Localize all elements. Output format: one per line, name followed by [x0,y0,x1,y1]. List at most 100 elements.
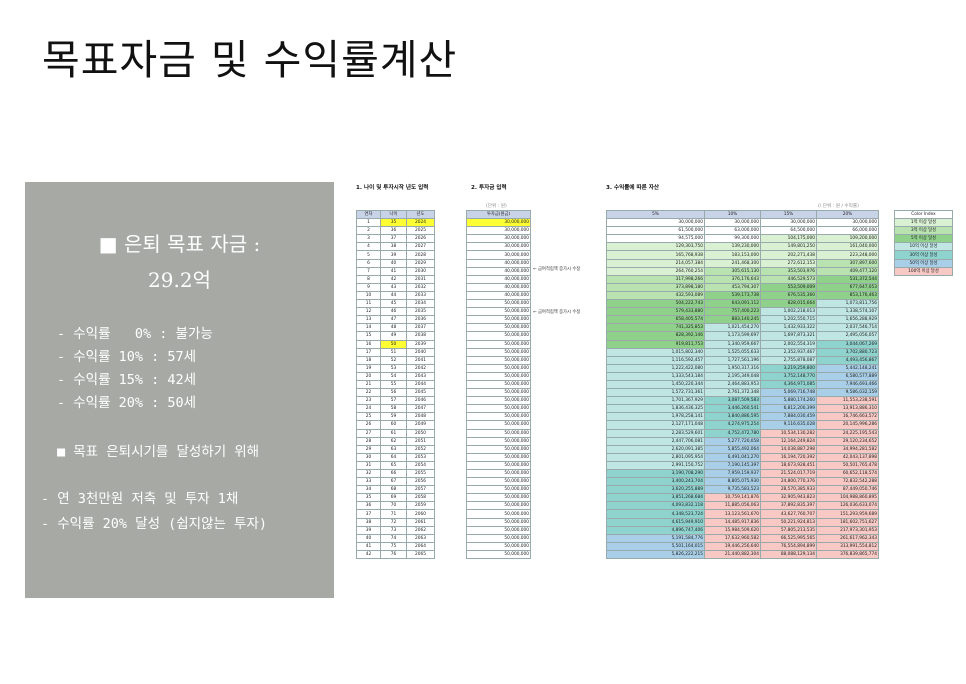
table-row: 4,093,832,118 11,885,056,063 37,892,835,39… [606,501,879,511]
investment-cell[interactable]: 50,000,000 [466,541,531,551]
investment-cell[interactable]: 30,000,000 [466,234,531,244]
table-row: 165,768,938 183,153,000 202,271,438 223,248… [606,250,879,260]
investment-cell[interactable]: 50,000,000 [466,412,531,422]
investment-cell[interactable]: 50,000,000 [466,388,531,398]
table-row: 50,000,000 [466,485,531,495]
asset-cell: 9,116,635,028 [760,420,817,430]
year-cell: 2027 [406,242,435,252]
table-row: 1 35 2024 [356,218,435,228]
investment-cell[interactable]: 50,000,000 [466,485,531,495]
investment-cell[interactable]: 40,000,000 [466,282,531,292]
col-header-age: 나이 [380,209,407,220]
age-cell: 68 [380,485,407,495]
asset-cell: 2,127,171,048 [606,420,705,430]
year-index-cell: 33 [356,477,381,487]
asset-cell: 3,752,148,770 [760,371,817,381]
table-row: 5,501,164,015 19,446,256,640 76,554,894,89… [606,541,879,551]
investment-cell[interactable]: 50,000,000 [466,549,531,560]
table-row: 61,500,000 63,000,000 64,500,000 66,000,000 [606,226,879,236]
year-index-cell: 5 [356,250,381,260]
table-row: 2,283,529,601 4,752,472,780 10,534,130,282… [606,428,879,438]
table-row: 741,325,853 1,021,454,270 1,432,933,322 2,0… [606,323,879,333]
asset-cell: 1,836,436,325 [606,404,705,414]
asset-cell: 2,495,056,057 [816,331,879,341]
year-cell: 2051 [406,436,435,446]
table-row: 1,572,731,361 2,761,372,348 5,069,716,748 9… [606,388,879,398]
investment-cell[interactable]: 50,000,000 [466,436,531,446]
asset-cell: 658,405,574 [606,315,705,325]
investment-cell[interactable]: 50,000,000 [466,493,531,503]
investment-cell[interactable]: 40,000,000 [466,290,531,301]
year-index-cell: 12 [356,307,381,317]
investment-cell[interactable]: 30,000,000 [466,218,531,228]
year-index-cell: 25 [356,412,381,422]
investment-cell[interactable]: 50,000,000 [466,468,531,479]
year-index-cell: 39 [356,525,381,535]
asset-cell: 432,593,089 [606,290,705,301]
table-row: 432,593,089 539,173,738 676,535,360 853,176… [606,290,879,301]
investment-cell[interactable]: 40,000,000 [466,258,531,268]
age-cell: 67 [380,477,407,487]
year-index-cell: 11 [356,299,381,309]
year-index-cell: 40 [356,533,381,543]
year-cell: 2044 [406,379,435,390]
investment-cell[interactable]: 50,000,000 [466,396,531,406]
age-cell: 43 [380,282,407,292]
investment-cell[interactable]: 50,000,000 [466,307,531,317]
age-cell: 71 [380,509,407,519]
investment-cell[interactable]: 30,000,000 [466,242,531,252]
year-index-cell: 9 [356,282,381,292]
investment-cell[interactable]: 50,000,000 [466,517,531,527]
investment-cell[interactable]: 50,000,000 [466,404,531,414]
investment-cell[interactable]: 50,000,000 [466,452,531,462]
investment-cell[interactable]: 50,000,000 [466,509,531,519]
year-index-cell: 1 [356,218,381,228]
asset-cell: 1,525,055,633 [704,347,761,357]
table-row: 2,127,171,048 4,274,975,254 9,116,635,028 2… [606,420,879,430]
investment-cell[interactable]: 50,000,000 [466,355,531,365]
table-row: 3,851,268,684 10,759,141,876 32,905,943,82… [606,493,879,503]
asset-cell: 30,000,000 [606,218,705,228]
year-index-cell: 26 [356,420,381,430]
investment-cell[interactable]: 30,000,000 [466,226,531,236]
year-index-cell: 29 [356,444,381,454]
investment-cell[interactable]: 50,000,000 [466,331,531,341]
investment-cell[interactable]: 50,000,000 [466,420,531,430]
year-cell: 2030 [406,266,435,276]
investment-cell[interactable]: 50,000,000 [466,525,531,535]
asset-cell: 741,325,853 [606,323,705,333]
asset-cell: 34,994,281,582 [816,444,879,454]
investment-cell[interactable]: 40,000,000 [466,274,531,284]
table-row: 50,000,000 [466,517,531,527]
investment-cell[interactable]: 50,000,000 [466,339,531,349]
investment-cell[interactable]: 50,000,000 [466,460,531,471]
table-row: 9 43 2032 [356,282,435,292]
year-index-cell: 38 [356,517,381,527]
age-cell: 66 [380,468,407,479]
investment-cell[interactable]: 50,000,000 [466,323,531,333]
color-index-item: 3억 이상 달성 [894,226,953,236]
investment-cell[interactable]: 50,000,000 [466,444,531,454]
investment-cell[interactable]: 50,000,000 [466,428,531,438]
table-row: 50,000,000 [466,444,531,454]
investment-cell[interactable]: 50,000,000 [466,347,531,357]
table-row: 42 76 2065 [356,549,435,560]
investment-cell[interactable]: 50,000,000 [466,379,531,390]
year-cell: 2061 [406,517,435,527]
investment-cell[interactable]: 50,000,000 [466,299,531,309]
asset-cell: 1,021,454,270 [704,323,761,333]
investment-cell[interactable]: 30,000,000 [466,250,531,260]
asset-cell: 2,002,554,319 [760,339,817,349]
investment-cell[interactable]: 50,000,000 [466,315,531,325]
asset-cell: 104,988,860,895 [816,493,879,503]
investment-cell[interactable]: 50,000,000 [466,363,531,373]
investment-cell[interactable]: 50,000,000 [466,501,531,511]
section-asset-header: 3. 수익률에 따른 자산 [606,185,660,191]
asset-cell: 202,271,438 [760,250,817,260]
asset-cell: 261,617,962,343 [816,533,879,543]
asset-cell: 21,440,882,304 [704,549,761,560]
investment-cell[interactable]: 50,000,000 [466,477,531,487]
investment-cell[interactable]: 50,000,000 [466,371,531,381]
investment-cell[interactable]: 50,000,000 [466,533,531,543]
investment-cell[interactable]: 40,000,000 [466,266,531,276]
